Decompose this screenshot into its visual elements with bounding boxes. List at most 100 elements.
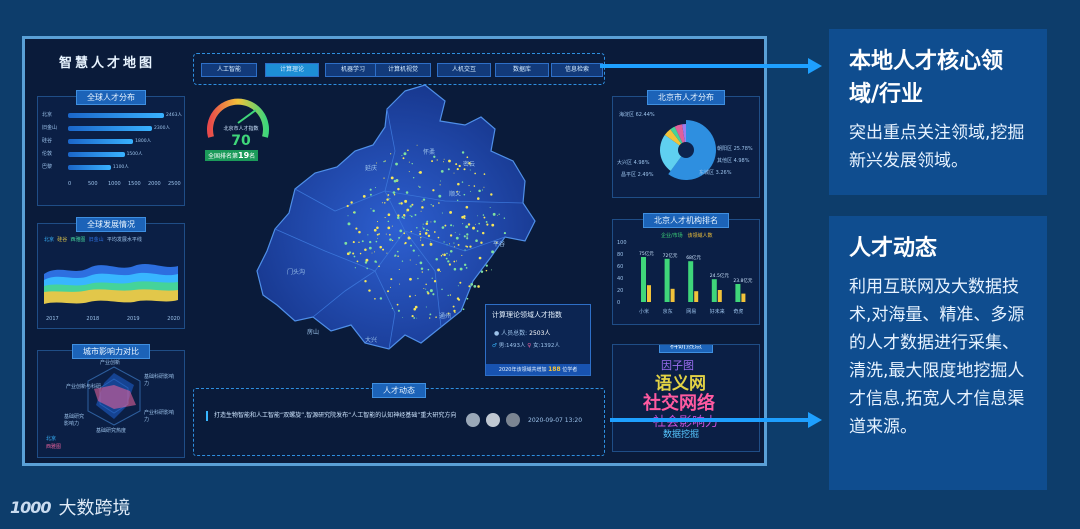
map-dot: [421, 200, 423, 202]
news-text[interactable]: 打造生物智能和人工智能“双螺旋”,智源研究院发布“人工智能的认知神经基础”重大研…: [206, 411, 464, 421]
map-dot: [476, 230, 479, 232]
tab-ml[interactable]: 机器学习: [325, 63, 381, 77]
map-dot: [408, 295, 411, 298]
map-dot: [374, 297, 376, 300]
map-dot: [389, 238, 392, 241]
x-tick: 奇虎: [733, 309, 744, 315]
x-tick: 好未来: [709, 309, 725, 315]
map-dot: [453, 260, 456, 263]
slice-name: 昌平区: [621, 172, 637, 178]
x-tick: 2017: [46, 316, 59, 322]
map-dot: [456, 167, 459, 171]
topic-word[interactable]: 数据挖掘: [663, 430, 700, 440]
bj-talent-panel: 北京市人才分布 海淀区 62.44% 朝阳区 25.78% 其他区 4.98% …: [612, 90, 760, 198]
map-dot: [470, 283, 474, 286]
map-dot: [445, 257, 448, 260]
dashboard-screenshot: 智慧人才地图 人工智能 计算理论 机器学习 计算机视觉 人机交互 数据库 信息检…: [22, 36, 767, 466]
map-dot: [409, 205, 412, 208]
bar-category-label: 旧金山: [42, 125, 58, 131]
map-dot: [407, 236, 411, 240]
map-dot: [353, 255, 356, 258]
tab-cv[interactable]: 计算机视觉: [375, 63, 431, 77]
x-tick: 网易: [686, 309, 697, 315]
map-dot: [390, 278, 393, 281]
x-tick: 2020: [167, 316, 180, 322]
map-dot: [466, 297, 469, 300]
map-dot: [425, 283, 427, 286]
legend-item: 平均发展水平线: [106, 237, 142, 243]
total-row: ● 人员总数: 2503人: [486, 320, 590, 337]
slice-pct: 4.98%: [633, 160, 650, 166]
map-dot: [443, 158, 445, 160]
map-dot: [419, 186, 421, 188]
map-dot: [448, 263, 451, 266]
map-dot: [421, 243, 424, 247]
map-dot: [422, 227, 425, 230]
map-dot: [425, 288, 427, 290]
map-dot: [386, 198, 389, 201]
map-dot: [465, 225, 469, 229]
map-dot: [398, 236, 401, 239]
map-dot: [433, 155, 436, 158]
radar-legend: 北京 西雅图: [46, 435, 61, 451]
tab-hci[interactable]: 人机交互: [437, 63, 491, 77]
bar-value-label: 75亿元: [639, 250, 654, 257]
slice-name: 大兴区: [617, 160, 633, 166]
map-dot: [490, 193, 493, 196]
female-label: 女:: [533, 343, 541, 349]
footer-prefix: 2020年该领域共增加: [498, 367, 547, 373]
callout-talent-news-body: 利用互联网及大数据技术,对海量、精准、多源的人才数据进行采集、清洗,最大限度地挖…: [849, 277, 1025, 438]
map-dot: [403, 232, 406, 235]
global-dev-panel: 全球发展情况 北京 硅谷 西雅图 旧金山 平均发展水平线 2017 2018 2…: [37, 217, 185, 329]
map-dot: [441, 253, 444, 255]
map-dot: [481, 231, 485, 235]
map-dot: [439, 184, 441, 186]
map-dot: [485, 221, 488, 223]
map-dot: [503, 232, 507, 235]
map-dot: [437, 236, 440, 239]
map-dot: [447, 260, 450, 263]
bar: [717, 290, 722, 302]
map-dot: [368, 246, 372, 250]
map-dot: [423, 287, 425, 290]
map-dot: [446, 252, 448, 255]
avatar[interactable]: [506, 413, 520, 427]
tab-db[interactable]: 数据库: [495, 63, 549, 77]
tab-compute-theory[interactable]: 计算理论: [265, 63, 319, 77]
tab-ai[interactable]: 人工智能: [201, 63, 257, 77]
x-tick: 2500: [168, 181, 181, 187]
slice-pct: 62.44%: [635, 112, 655, 118]
map-dot: [489, 207, 491, 209]
avatar[interactable]: [486, 413, 500, 427]
footer-suffix: 位学者: [562, 367, 578, 373]
map-dot: [367, 234, 369, 236]
bar: [68, 139, 134, 144]
callout-core-fields-body: 突出重点关注领域,挖掘新兴发展领域。: [849, 123, 1025, 172]
map-dot: [453, 309, 456, 313]
rank-value: 19: [238, 151, 250, 160]
bj-talent-pie: [660, 120, 716, 180]
brand-logo: 1000 大数跨境: [10, 492, 131, 522]
bar-value-label: 1100人: [112, 165, 129, 170]
map-dot: [416, 144, 418, 146]
map-dot: [432, 205, 434, 207]
map-dot: [409, 259, 411, 261]
map-dot: [390, 153, 392, 155]
bar: [694, 291, 699, 302]
topic-word[interactable]: 语义网: [655, 374, 706, 394]
map-dot: [456, 260, 458, 262]
map-dot: [401, 216, 404, 219]
bar: [68, 113, 164, 118]
tab-ir[interactable]: 信息检索: [551, 63, 603, 77]
map-dot: [496, 214, 498, 216]
map-dot: [386, 252, 388, 254]
bj-orgs-title: 北京人才机构排名: [643, 213, 729, 228]
map-dot: [438, 202, 440, 204]
map-dot: [404, 243, 406, 245]
avatar[interactable]: [466, 413, 480, 427]
bar-category-label: 巴黎: [42, 164, 53, 170]
topic-word[interactable]: 因子图: [661, 359, 694, 372]
topic-word[interactable]: 社交网络: [643, 393, 715, 414]
bar: [741, 293, 746, 302]
map-dot: [464, 249, 466, 251]
